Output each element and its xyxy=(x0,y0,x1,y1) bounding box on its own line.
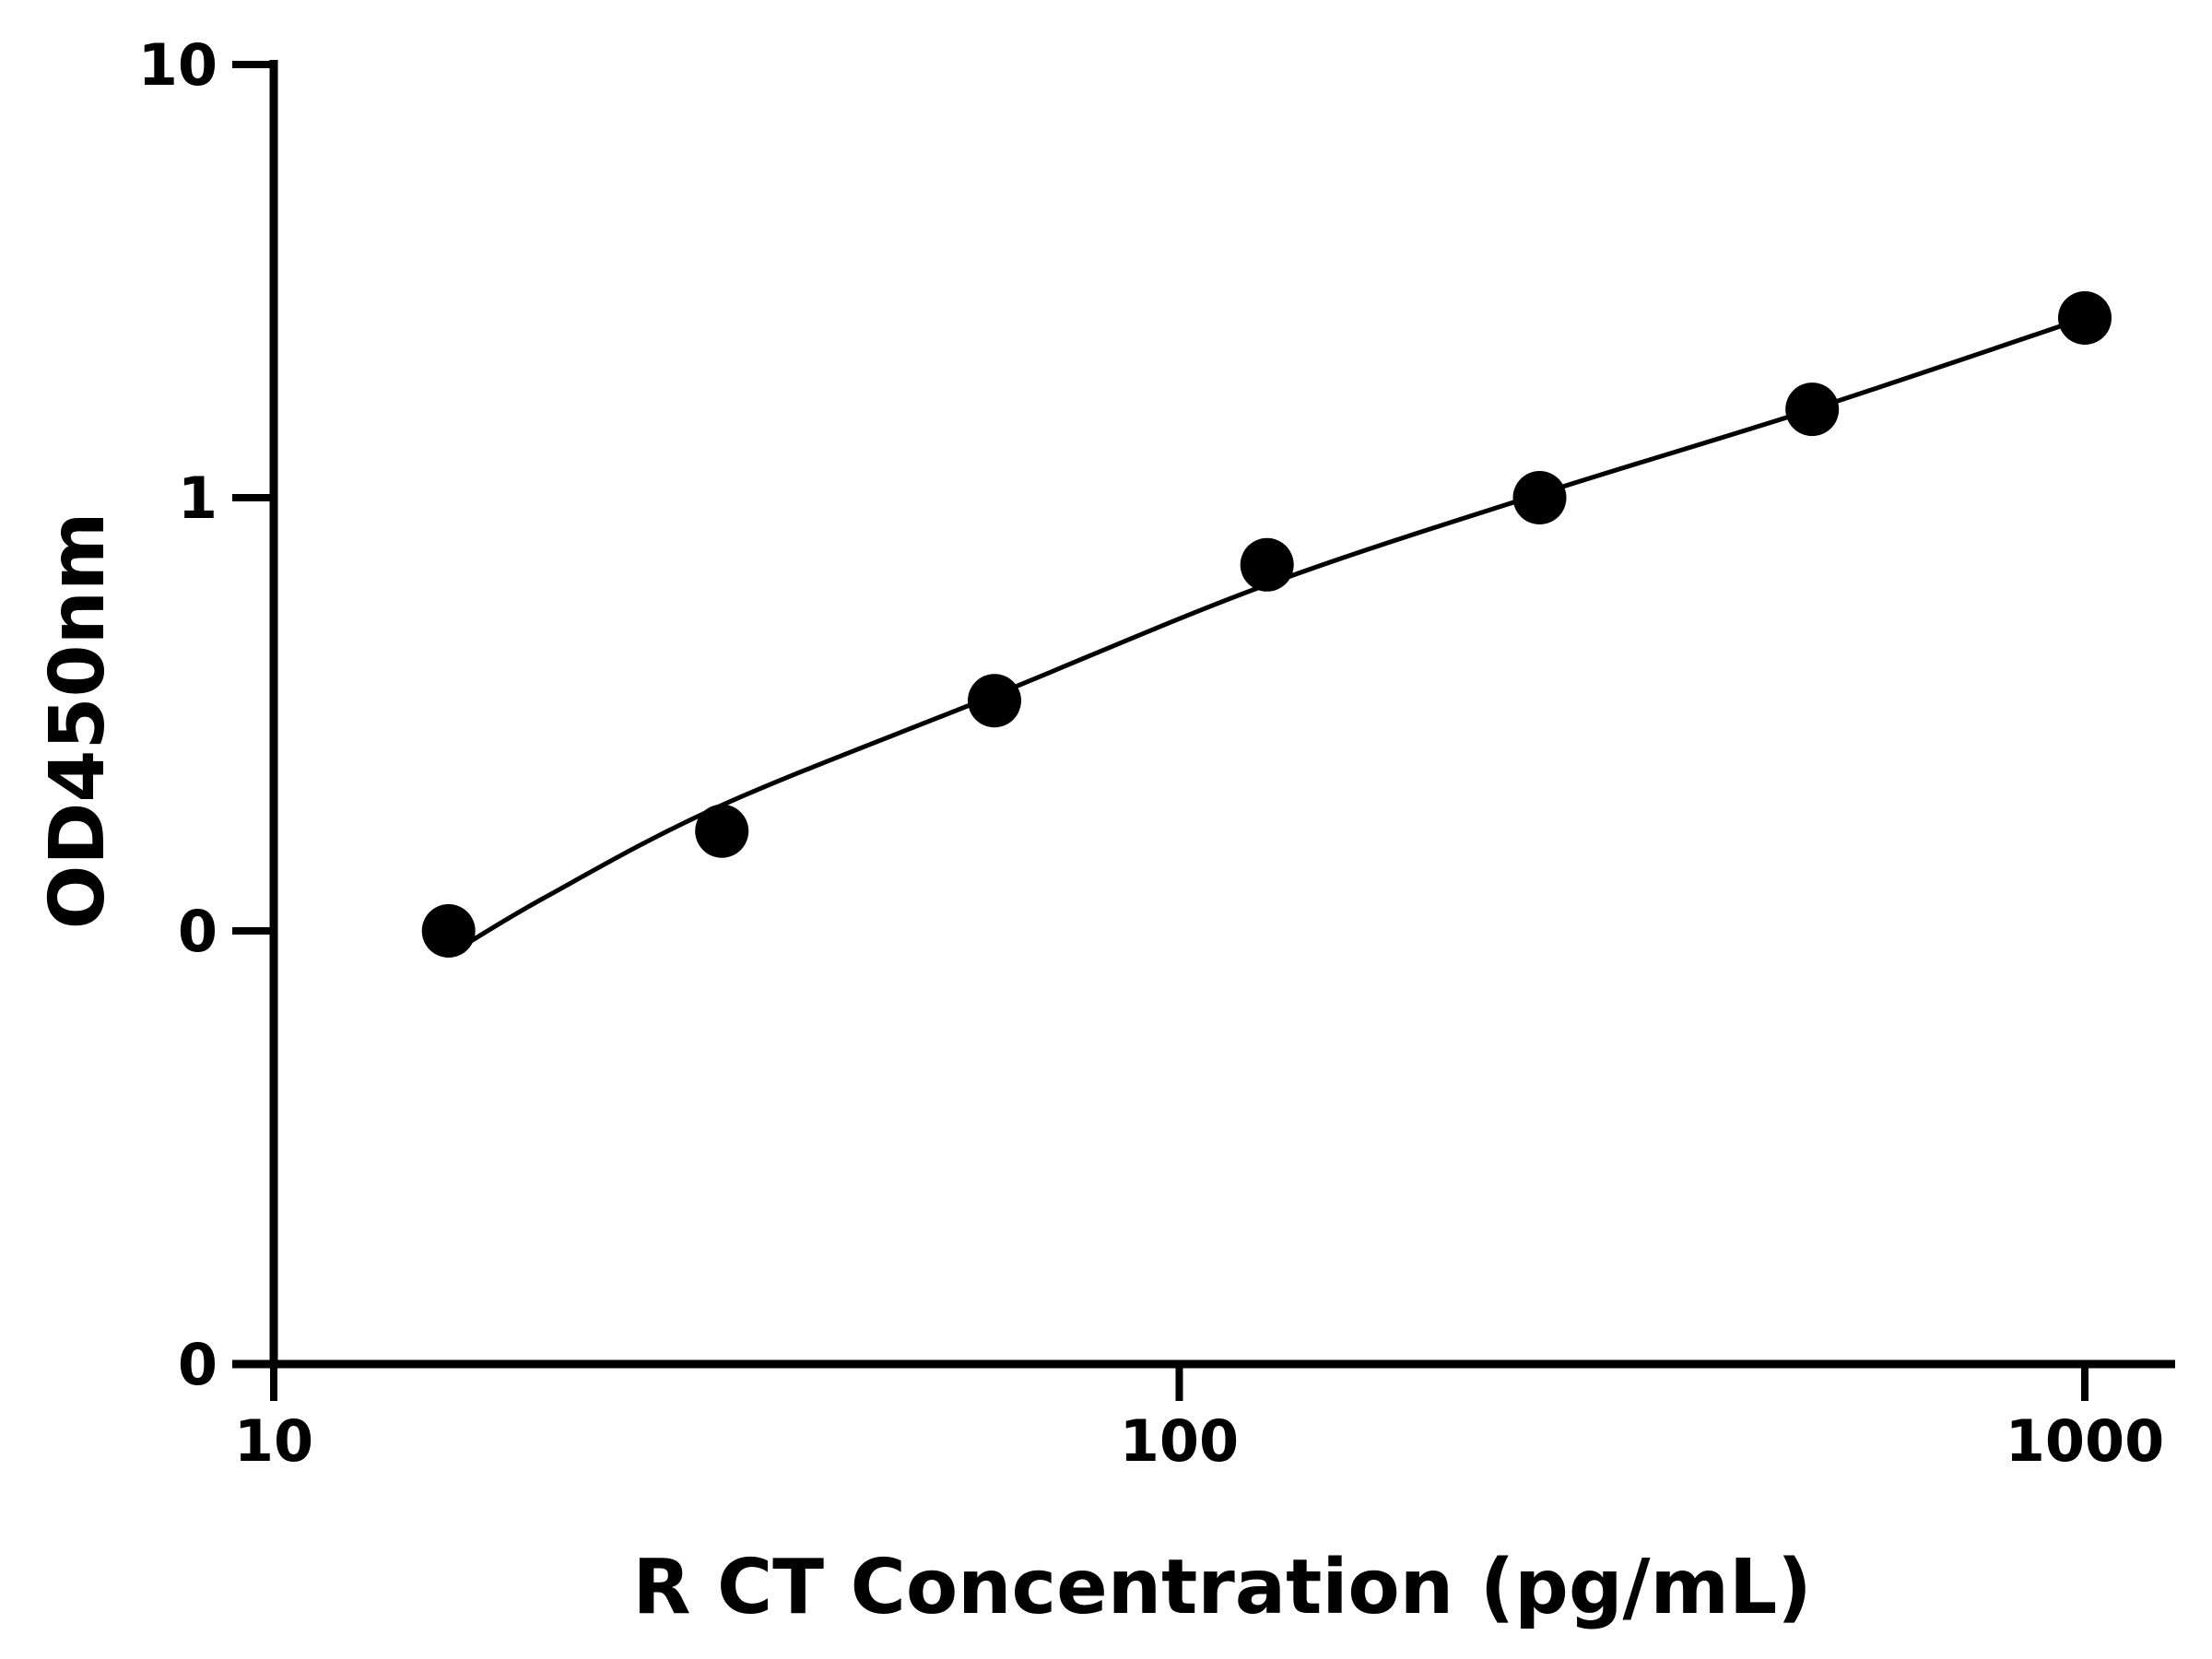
data-points xyxy=(421,291,2112,958)
y-ticks: 0 0 1 10 xyxy=(138,31,274,1398)
data-point xyxy=(1512,471,1567,524)
fit-curve xyxy=(447,315,2086,958)
data-point xyxy=(2058,291,2112,345)
y-tick-label: 1 xyxy=(178,465,218,532)
y-tick-label: 0 xyxy=(178,1331,218,1398)
fit-curve-group xyxy=(447,315,2086,958)
data-point xyxy=(1240,537,1294,592)
x-axis-title: R CT Concentration (pg/mL) xyxy=(632,1544,1811,1631)
y-tick-label: 10 xyxy=(138,31,218,99)
x-tick-label: 1000 xyxy=(2006,1407,2165,1475)
data-point xyxy=(1785,382,1840,437)
axes xyxy=(232,60,2175,1369)
x-tick-label: 10 xyxy=(234,1407,313,1475)
y-tick-label: 0 xyxy=(178,898,218,965)
x-ticks: 10 100 1000 xyxy=(234,1364,2164,1475)
data-point xyxy=(968,674,1021,728)
data-point xyxy=(695,804,749,858)
data-point xyxy=(421,904,476,958)
x-tick-label: 100 xyxy=(1120,1407,1239,1475)
y-axis-title: OD450nm xyxy=(34,512,122,930)
